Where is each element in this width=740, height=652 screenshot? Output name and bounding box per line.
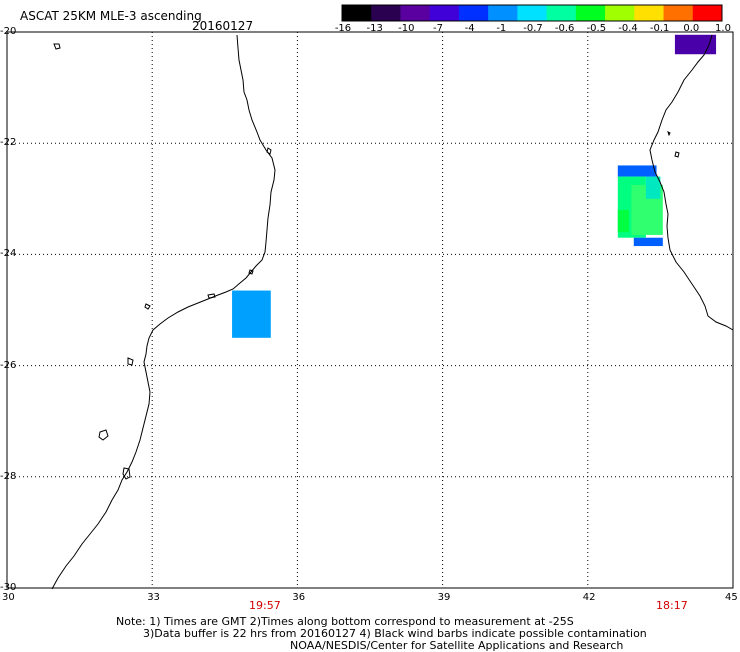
colorbar-swatch-10 bbox=[634, 5, 665, 21]
colorbar-tick-label: -13 bbox=[366, 23, 383, 34]
colorbar-swatch-8 bbox=[575, 5, 606, 21]
island-mozambique-reef bbox=[207, 293, 216, 299]
colorbar-swatch-5 bbox=[488, 5, 518, 21]
note-line-3: NOAA/NESDIS/Center for Satellite Applica… bbox=[290, 639, 624, 652]
colorbar-tick-label: -0.1 bbox=[649, 23, 670, 34]
lake-1 bbox=[98, 429, 109, 441]
data-cell-1 bbox=[617, 165, 657, 177]
colorbar-tick-label: -10 bbox=[398, 23, 415, 34]
data-cell-7 bbox=[674, 34, 717, 55]
y-tick-label: -26 bbox=[0, 359, 17, 371]
colorbar-tick-label: -1 bbox=[496, 23, 507, 34]
lake-4 bbox=[127, 357, 134, 366]
colorbar-tick-label: 0.0 bbox=[683, 23, 700, 34]
colorbar-swatch-4 bbox=[458, 5, 489, 21]
x-tick-label: 33 bbox=[147, 592, 160, 603]
y-tick-label: -30 bbox=[0, 582, 17, 593]
x-tick-label: 39 bbox=[437, 592, 451, 603]
colorbar-tick-label: 1.0 bbox=[715, 23, 731, 34]
colorbar-swatch-11 bbox=[663, 5, 694, 21]
colorbar-swatch-7 bbox=[546, 5, 577, 21]
x-tick-label: 42 bbox=[582, 592, 596, 603]
map-title: ASCAT 25KM MLE-3 ascending bbox=[20, 9, 202, 23]
colorbar-tick-label: -0.6 bbox=[554, 23, 575, 34]
island-inhaca bbox=[144, 303, 151, 310]
x-tick-label: 45 bbox=[725, 592, 738, 603]
coastline-madagascar bbox=[649, 34, 734, 331]
data-cell-4 bbox=[617, 209, 629, 233]
data-cell-5 bbox=[633, 237, 663, 247]
data-cell-6 bbox=[645, 176, 661, 199]
colorbar-swatch-12 bbox=[692, 5, 723, 21]
time-label-1: 19:57 bbox=[249, 599, 281, 612]
colorbar-tick-label: -0.7 bbox=[523, 23, 543, 34]
colorbar-tick-label: -7 bbox=[433, 23, 443, 34]
colorbar-swatch-9 bbox=[605, 5, 635, 21]
data-cells bbox=[232, 34, 717, 338]
lake-3 bbox=[53, 43, 61, 50]
colorbar-swatch-1 bbox=[371, 5, 401, 21]
colorbar-swatch-6 bbox=[517, 5, 548, 21]
colorbar-tick-label: -0.5 bbox=[586, 23, 607, 34]
island-madagascar-1 bbox=[674, 151, 680, 158]
note-line-2: 3)Data buffer is 22 hrs from 20160127 4)… bbox=[143, 627, 647, 640]
colorbar bbox=[341, 4, 723, 22]
colorbar-border bbox=[341, 4, 723, 22]
map-frame bbox=[6, 31, 734, 589]
x-tick-label: 36 bbox=[292, 592, 306, 603]
island-madagascar-2 bbox=[667, 131, 671, 137]
y-tick-label: -28 bbox=[0, 470, 17, 482]
x-tick-label: 30 bbox=[2, 592, 15, 603]
island-mozambique-2 bbox=[248, 269, 254, 275]
colorbar-tick-label: -0.4 bbox=[618, 23, 638, 34]
y-tick-label: -24 bbox=[0, 248, 17, 260]
colorbar-swatch-3 bbox=[429, 5, 460, 21]
colorbar-tick-label: -4 bbox=[464, 23, 475, 34]
coastline-mozambique bbox=[51, 34, 276, 590]
coastline bbox=[51, 34, 734, 590]
y-tick-label: -20 bbox=[0, 26, 17, 37]
time-label-2: 18:17 bbox=[656, 599, 688, 612]
map-date: 20160127 bbox=[192, 19, 254, 33]
y-tick-label: -22 bbox=[0, 137, 17, 149]
island-bazaruto bbox=[266, 147, 272, 155]
note-line-1: Note: 1) Times are GMT 2)Times along bot… bbox=[116, 615, 574, 628]
lake-2 bbox=[122, 467, 131, 480]
grid-lines bbox=[6, 31, 734, 589]
colorbar-tick-label: -16 bbox=[334, 23, 352, 34]
colorbar-swatch-0 bbox=[342, 5, 372, 21]
data-cell-0 bbox=[232, 290, 271, 338]
colorbar-swatch-2 bbox=[400, 5, 431, 21]
